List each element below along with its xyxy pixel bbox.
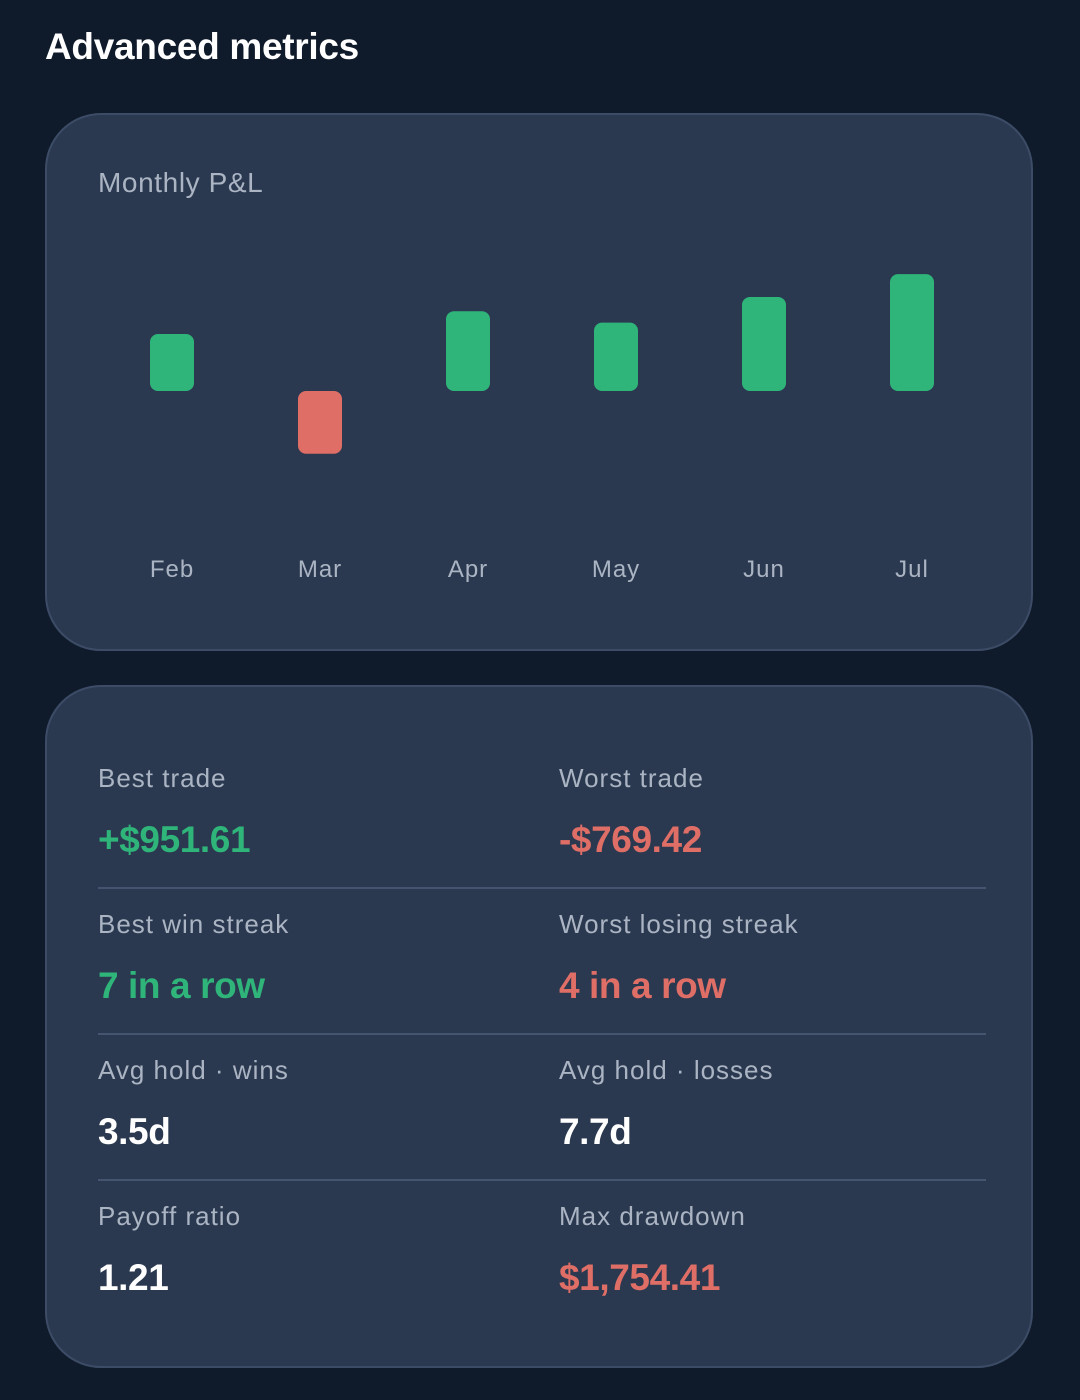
trade-stats-card: Best trade +$951.61 Worst trade -$769.42… [45,685,1033,1368]
stat-value: 4 in a row [559,965,726,1006]
bar-apr [446,311,490,391]
bar-jul [890,274,934,391]
stat-value: +$951.61 [98,819,251,860]
x-tick-label-mar: Mar [298,556,342,583]
stat-label: Max drawdown [559,1201,746,1231]
stat-value: $1,754.41 [559,1257,721,1298]
stat-row: Best trade +$951.61 Worst trade -$769.42 [98,743,986,889]
bar-feb [150,334,194,391]
monthly-pnl-chart: Feb Mar Apr May Jun Jul [150,274,934,583]
stat-value: 7.7d [559,1111,632,1152]
stat-value: 1.21 [98,1257,169,1298]
chart-title: Monthly P&L [98,167,264,198]
stat-row: Best win streak 7 in a row Worst losing … [98,889,986,1035]
monthly-pnl-card: Monthly P&L Feb Mar Apr May Jun Jul [45,113,1033,651]
stat-row: Payoff ratio 1.21 Max drawdown $1,754.41 [98,1181,986,1327]
stat-best-trade: Best trade +$951.61 [98,761,251,865]
stat-avg-hold-losses: Avg hold · losses 7.7d [559,1053,774,1157]
stats-grid: Best trade +$951.61 Worst trade -$769.42… [98,743,986,1327]
stat-label: Payoff ratio [98,1201,242,1231]
stat-value: 3.5d [98,1111,171,1152]
stat-row: Avg hold · wins 3.5d Avg hold · losses 7… [98,1035,986,1181]
stat-value: -$769.42 [559,819,702,860]
x-tick-label-may: May [592,556,640,583]
stat-best-win-streak: Best win streak 7 in a row [98,907,289,1011]
x-tick-label-jul: Jul [895,556,929,583]
stat-worst-losing-streak: Worst losing streak 4 in a row [559,907,799,1011]
page-title: Advanced metrics [45,26,359,67]
x-tick-label-apr: Apr [448,556,488,583]
x-tick-label-feb: Feb [150,556,194,583]
stat-label: Best trade [98,763,227,793]
stat-label: Avg hold · wins [98,1055,289,1085]
stat-label: Best win streak [98,909,290,939]
stat-max-drawdown: Max drawdown $1,754.41 [559,1199,746,1303]
stat-label: Avg hold · losses [559,1055,774,1085]
x-tick-label-jun: Jun [743,556,785,583]
stat-label: Worst losing streak [559,909,799,939]
stat-worst-trade: Worst trade -$769.42 [559,761,704,865]
stat-avg-hold-wins: Avg hold · wins 3.5d [98,1053,289,1157]
stat-value: 7 in a row [98,965,265,1006]
bar-may [594,322,638,391]
stat-payoff-ratio: Payoff ratio 1.21 [98,1199,241,1303]
bar-mar [298,391,342,454]
bar-jun [742,296,786,391]
stat-label: Worst trade [559,763,704,793]
